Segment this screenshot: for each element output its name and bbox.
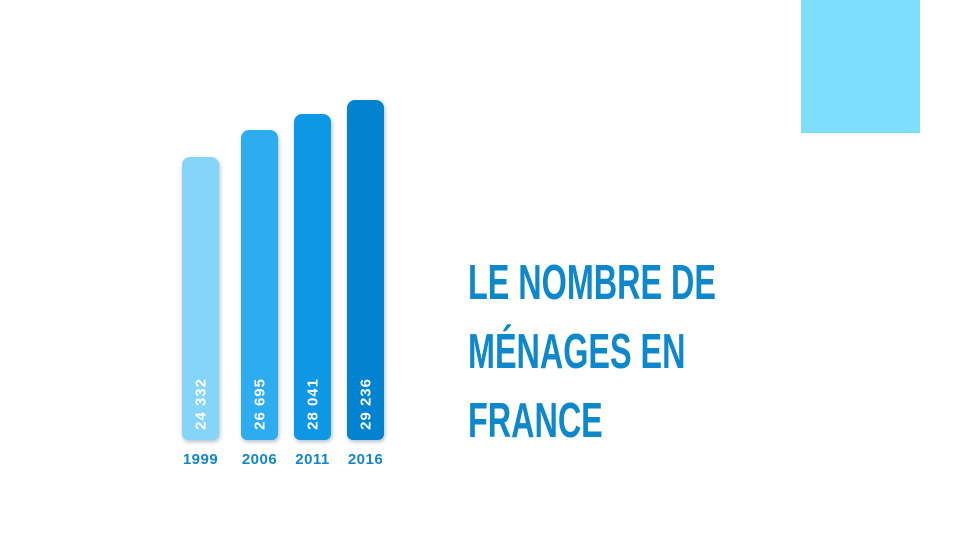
title-line-2: MÉNAGES EN xyxy=(468,325,686,379)
bar-value-label: 26 695 xyxy=(251,378,268,430)
corner-square-decoration xyxy=(801,0,920,133)
bar-value-label: 24 332 xyxy=(192,378,209,430)
bar-1999: 24 332 xyxy=(182,157,219,440)
bar-2016: 29 236 xyxy=(347,100,384,440)
bar-value-label: 29 236 xyxy=(357,378,374,430)
title-line-1: LE NOMBRE DE xyxy=(468,256,716,310)
category-label: 2016 xyxy=(347,451,384,468)
category-label: 2011 xyxy=(295,451,330,468)
bar-2006: 26 695 xyxy=(241,130,278,440)
slide-title: LE NOMBRE DE MÉNAGES EN FRANCE xyxy=(468,249,716,456)
bar-chart: 24 332 1999 26 695 2006 28 041 2011 29 236 2016 xyxy=(0,0,460,540)
category-label: 2006 xyxy=(241,451,278,468)
bar-2011: 28 041 xyxy=(294,114,331,440)
category-label: 1999 xyxy=(182,451,219,468)
bar-value-label: 28 041 xyxy=(304,378,321,430)
title-line-3: FRANCE xyxy=(468,394,603,448)
